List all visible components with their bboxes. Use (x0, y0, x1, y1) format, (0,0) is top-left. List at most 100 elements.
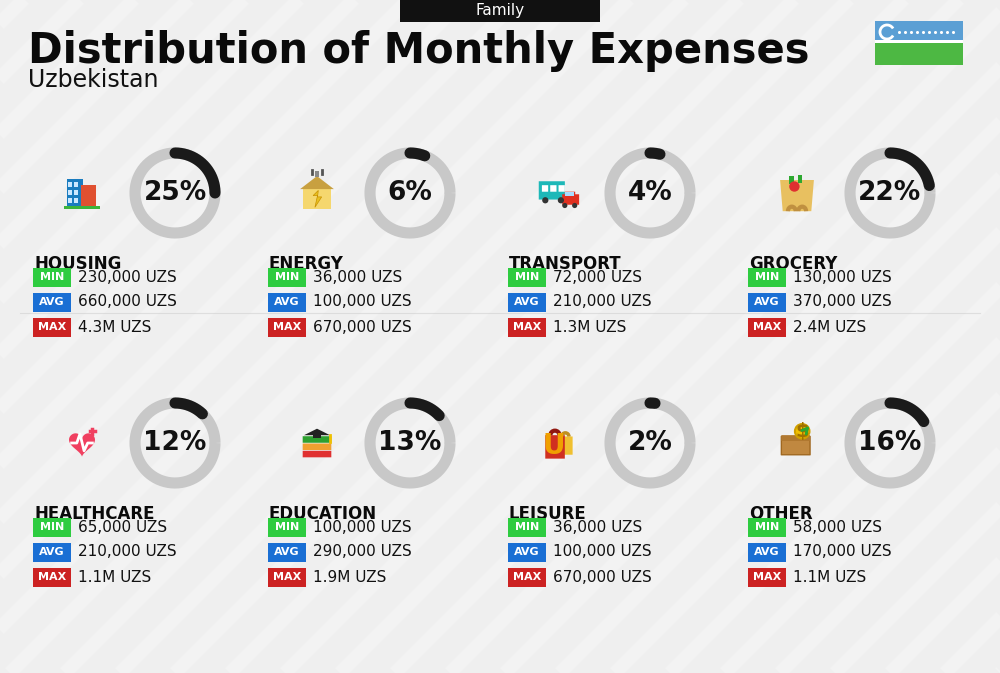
FancyBboxPatch shape (748, 267, 786, 287)
FancyBboxPatch shape (781, 435, 810, 441)
FancyBboxPatch shape (781, 437, 810, 455)
FancyBboxPatch shape (748, 318, 786, 336)
Text: 170,000 UZS: 170,000 UZS (793, 544, 892, 559)
Text: HEALTHCARE: HEALTHCARE (34, 505, 154, 523)
Text: 12%: 12% (143, 430, 207, 456)
FancyBboxPatch shape (33, 518, 71, 536)
Text: 2%: 2% (628, 430, 672, 456)
Text: AVG: AVG (39, 547, 65, 557)
FancyBboxPatch shape (565, 192, 575, 197)
Text: GROCERY: GROCERY (749, 255, 837, 273)
Text: 4.3M UZS: 4.3M UZS (78, 320, 151, 334)
Text: HOUSING: HOUSING (34, 255, 121, 273)
Circle shape (562, 203, 567, 208)
Text: 58,000 UZS: 58,000 UZS (793, 520, 882, 534)
Polygon shape (780, 180, 814, 211)
Text: 6%: 6% (388, 180, 432, 206)
FancyBboxPatch shape (748, 542, 786, 561)
Text: MAX: MAX (753, 572, 781, 582)
Text: U: U (543, 431, 565, 460)
FancyBboxPatch shape (875, 43, 963, 65)
Circle shape (789, 181, 800, 192)
FancyBboxPatch shape (508, 293, 546, 312)
FancyBboxPatch shape (74, 190, 78, 195)
FancyBboxPatch shape (789, 176, 794, 184)
Text: MAX: MAX (38, 572, 66, 582)
FancyBboxPatch shape (33, 318, 71, 336)
FancyBboxPatch shape (68, 182, 72, 187)
Text: MAX: MAX (753, 322, 781, 332)
FancyBboxPatch shape (798, 176, 802, 182)
Text: 370,000 UZS: 370,000 UZS (793, 295, 892, 310)
Text: 36,000 UZS: 36,000 UZS (553, 520, 642, 534)
Text: AVG: AVG (754, 547, 780, 557)
Text: AVG: AVG (754, 297, 780, 307)
Text: 4%: 4% (628, 180, 672, 206)
Text: $: $ (795, 422, 809, 441)
FancyBboxPatch shape (33, 567, 71, 586)
Circle shape (542, 197, 548, 203)
Text: EDUCATION: EDUCATION (269, 505, 377, 523)
Text: TRANSPORT: TRANSPORT (509, 255, 622, 273)
Text: 670,000 UZS: 670,000 UZS (553, 569, 652, 584)
FancyBboxPatch shape (268, 293, 306, 312)
Text: AVG: AVG (39, 297, 65, 307)
FancyBboxPatch shape (64, 206, 100, 209)
Text: 1.3M UZS: 1.3M UZS (553, 320, 626, 334)
FancyBboxPatch shape (68, 198, 72, 203)
Text: 100,000 UZS: 100,000 UZS (553, 544, 652, 559)
FancyBboxPatch shape (268, 567, 306, 586)
FancyBboxPatch shape (68, 190, 72, 195)
Text: OTHER: OTHER (749, 505, 813, 523)
Text: 1.1M UZS: 1.1M UZS (793, 569, 866, 584)
Polygon shape (304, 429, 330, 435)
Text: 1.9M UZS: 1.9M UZS (313, 569, 386, 584)
FancyBboxPatch shape (559, 185, 565, 192)
Text: MAX: MAX (513, 572, 541, 582)
FancyBboxPatch shape (303, 451, 331, 458)
Polygon shape (303, 189, 331, 209)
FancyBboxPatch shape (33, 267, 71, 287)
Text: 16%: 16% (858, 430, 922, 456)
Text: 100,000 UZS: 100,000 UZS (313, 520, 412, 534)
Circle shape (558, 197, 564, 203)
Text: AVG: AVG (274, 297, 300, 307)
Text: MIN: MIN (40, 272, 64, 282)
FancyBboxPatch shape (315, 171, 319, 178)
Text: 100,000 UZS: 100,000 UZS (313, 295, 412, 310)
FancyBboxPatch shape (748, 293, 786, 312)
FancyBboxPatch shape (558, 437, 573, 455)
Circle shape (572, 203, 577, 208)
Polygon shape (300, 176, 334, 189)
Text: AVG: AVG (514, 297, 540, 307)
Text: 2.4M UZS: 2.4M UZS (793, 320, 866, 334)
FancyBboxPatch shape (268, 318, 306, 336)
Text: 210,000 UZS: 210,000 UZS (553, 295, 652, 310)
FancyBboxPatch shape (542, 185, 548, 192)
FancyBboxPatch shape (74, 182, 78, 187)
Text: 36,000 UZS: 36,000 UZS (313, 269, 402, 285)
FancyBboxPatch shape (81, 184, 96, 207)
FancyBboxPatch shape (562, 194, 579, 205)
Text: 25%: 25% (143, 180, 207, 206)
FancyBboxPatch shape (33, 293, 71, 312)
Circle shape (795, 424, 809, 439)
Text: 130,000 UZS: 130,000 UZS (793, 269, 892, 285)
Polygon shape (313, 190, 322, 207)
Text: MIN: MIN (40, 522, 64, 532)
FancyBboxPatch shape (508, 567, 546, 586)
FancyBboxPatch shape (508, 542, 546, 561)
FancyBboxPatch shape (268, 518, 306, 536)
Text: MIN: MIN (755, 272, 779, 282)
Text: Family: Family (475, 3, 525, 18)
Text: MIN: MIN (515, 522, 539, 532)
FancyBboxPatch shape (303, 436, 331, 443)
Text: 660,000 UZS: 660,000 UZS (78, 295, 177, 310)
Text: MIN: MIN (515, 272, 539, 282)
Text: 670,000 UZS: 670,000 UZS (313, 320, 412, 334)
Text: 13%: 13% (378, 430, 442, 456)
Text: AVG: AVG (274, 547, 300, 557)
Text: 65,000 UZS: 65,000 UZS (78, 520, 167, 534)
Text: MAX: MAX (273, 572, 301, 582)
FancyBboxPatch shape (875, 21, 963, 43)
